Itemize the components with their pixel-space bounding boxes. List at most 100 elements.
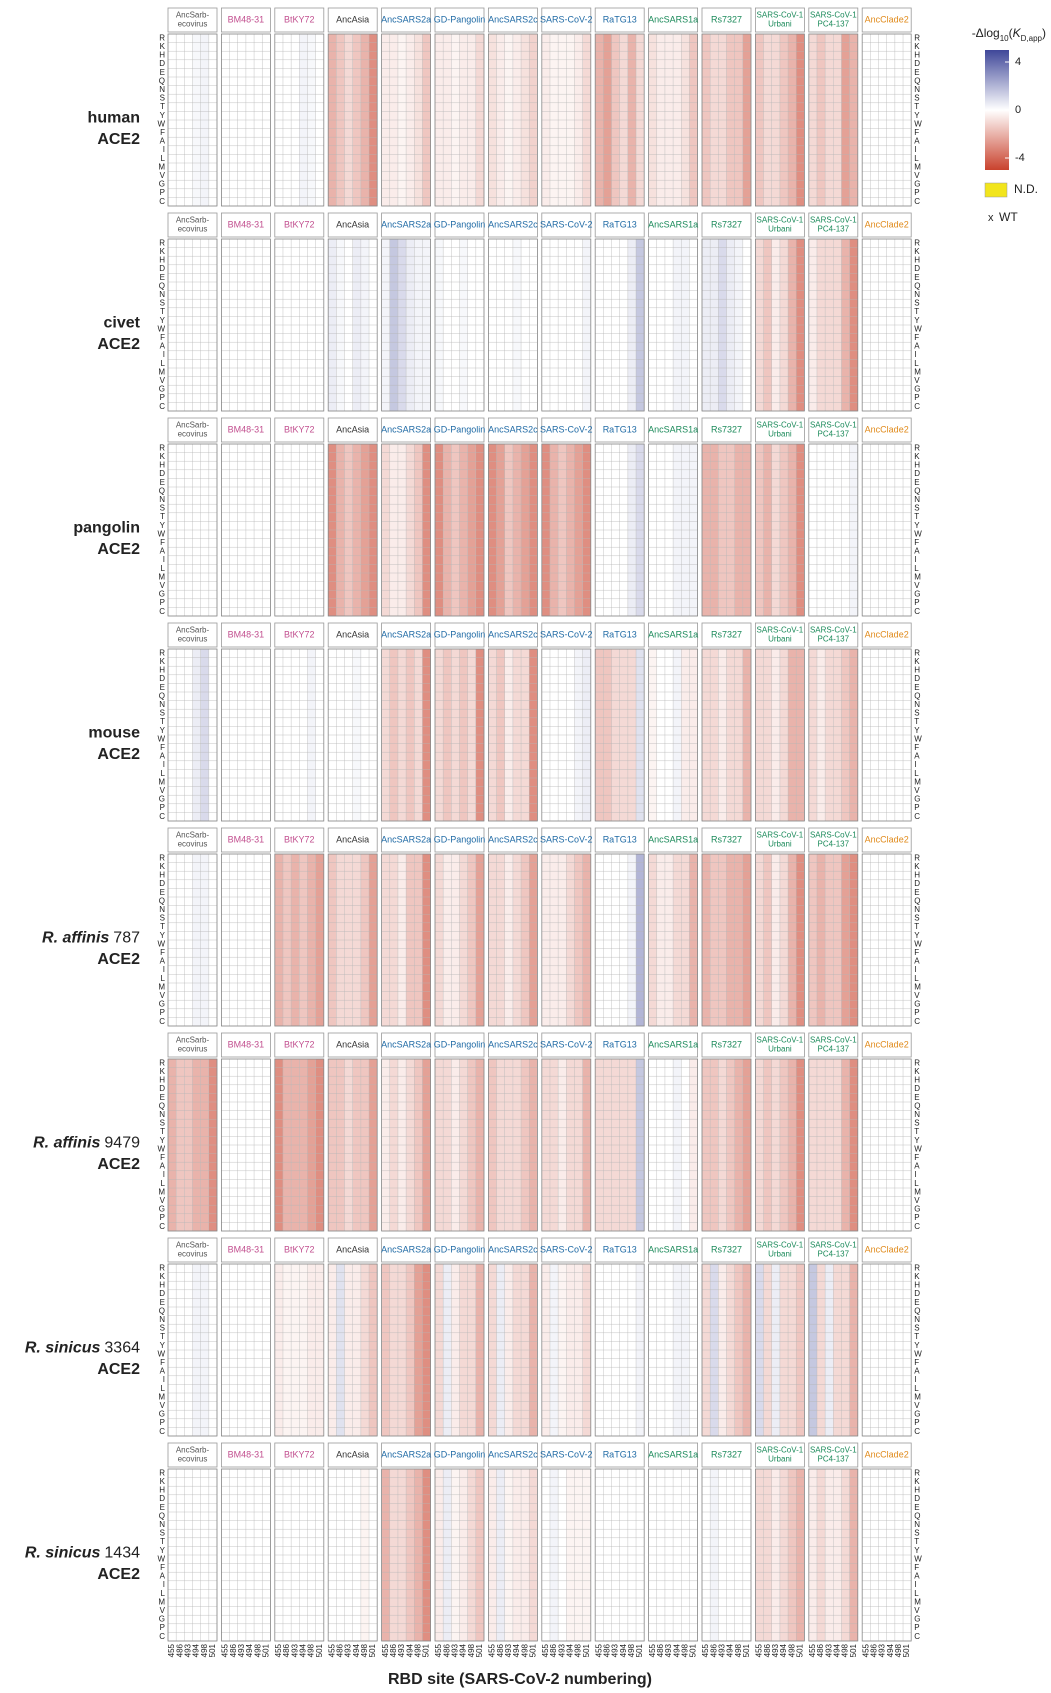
cell-grid bbox=[542, 239, 591, 411]
strain-label: AncSARS2c bbox=[488, 1039, 538, 1049]
strain-label: RaTG13 bbox=[603, 424, 637, 434]
site-tick-label: 501 bbox=[528, 1643, 537, 1657]
site-tick-label: 501 bbox=[208, 1643, 217, 1657]
cell-grid bbox=[702, 649, 751, 821]
cell-grid bbox=[328, 649, 377, 821]
cell-grid bbox=[275, 1264, 324, 1436]
strain-label: Rs7327 bbox=[711, 424, 742, 434]
strain-label: AncSARS2c bbox=[488, 424, 538, 434]
strain-label: SARS-CoV-2 bbox=[540, 1039, 593, 1049]
strain-label: AncSarb- bbox=[176, 11, 210, 20]
cell-grid bbox=[168, 1059, 217, 1231]
cell-grid bbox=[435, 1264, 484, 1436]
strain-label: SARS-CoV-1 bbox=[810, 11, 857, 20]
strain-label: BM48-31 bbox=[228, 629, 265, 639]
cell-grid bbox=[755, 649, 804, 821]
cell-grid bbox=[595, 34, 644, 206]
strain-label: SARS-CoV-1 bbox=[810, 831, 857, 840]
strain-label: Rs7327 bbox=[711, 14, 742, 24]
site-tick-label: 501 bbox=[368, 1643, 377, 1657]
strain-label: AncSARS2c bbox=[488, 629, 538, 639]
receptor-id: 3364 bbox=[104, 1340, 140, 1357]
strain-label: Rs7327 bbox=[711, 219, 742, 229]
strain-label: RaTG13 bbox=[603, 1449, 637, 1459]
amino-acid-label: C bbox=[159, 812, 165, 821]
receptor-species: R. affinis bbox=[42, 930, 109, 947]
cell-grid bbox=[542, 854, 591, 1026]
strain-label: BM48-31 bbox=[228, 1244, 265, 1254]
strain-label: SARS-CoV-1 bbox=[757, 216, 804, 225]
cell-grid bbox=[382, 239, 431, 411]
cell-grid bbox=[275, 649, 324, 821]
cell-grid bbox=[435, 854, 484, 1026]
site-tick-label: 501 bbox=[689, 1643, 698, 1657]
strain-label: SARS-CoV-2 bbox=[540, 424, 593, 434]
strain-label: RaTG13 bbox=[603, 834, 637, 844]
site-tick-label: 501 bbox=[582, 1643, 591, 1657]
strain-label: RaTG13 bbox=[603, 219, 637, 229]
strain-label: Urbani bbox=[768, 20, 792, 29]
cell-grid bbox=[542, 1469, 591, 1641]
cell-grid bbox=[275, 239, 324, 411]
receptor-species: human bbox=[88, 110, 140, 127]
cell-grid bbox=[862, 34, 911, 206]
strain-label: SARS-CoV-2 bbox=[540, 834, 593, 844]
strain-label: BtKY72 bbox=[284, 629, 315, 639]
amino-acid-label: C bbox=[914, 402, 920, 411]
strain-label: AncSarb- bbox=[176, 831, 210, 840]
cell-grid bbox=[328, 854, 377, 1026]
strain-label: BM48-31 bbox=[228, 834, 265, 844]
amino-acid-label: C bbox=[914, 1017, 920, 1026]
cell-grid bbox=[755, 1469, 804, 1641]
cell-grid bbox=[542, 444, 591, 616]
receptor-name: mouse bbox=[88, 725, 140, 742]
site-tick-label: 501 bbox=[315, 1643, 324, 1657]
cell-grid bbox=[435, 1059, 484, 1231]
site-tick-label: 501 bbox=[475, 1643, 484, 1657]
strain-label: AncSARS2c bbox=[488, 1449, 538, 1459]
cell-grid bbox=[862, 444, 911, 616]
cell-grid bbox=[649, 1264, 698, 1436]
strain-label: AncSARS1a bbox=[648, 1039, 698, 1049]
strain-label: Rs7327 bbox=[711, 1039, 742, 1049]
cell-grid bbox=[435, 34, 484, 206]
strain-label: Urbani bbox=[768, 1455, 792, 1464]
strain-label: AncClade2 bbox=[865, 14, 909, 24]
amino-acid-label: C bbox=[914, 812, 920, 821]
cell-grid bbox=[328, 1469, 377, 1641]
cell-grid bbox=[221, 854, 270, 1026]
strain-label: GD-Pangolin bbox=[434, 1449, 486, 1459]
strain-label: AncSARS2a bbox=[381, 629, 431, 639]
strain-label: ecovirus bbox=[178, 225, 208, 234]
receptor-name: R. sinicus3364 bbox=[25, 1340, 140, 1357]
cell-grid bbox=[488, 239, 537, 411]
cell-grid bbox=[488, 1469, 537, 1641]
strain-label: AncSARS2c bbox=[488, 219, 538, 229]
cell-grid bbox=[221, 1264, 270, 1436]
cell-grid bbox=[382, 1469, 431, 1641]
nd-label: N.D. bbox=[1014, 182, 1038, 196]
strain-label: SARS-CoV-1 bbox=[757, 11, 804, 20]
strain-label: Urbani bbox=[768, 1045, 792, 1054]
colorbar-title-part: D,app bbox=[1021, 34, 1043, 43]
receptor-id: 1434 bbox=[104, 1545, 140, 1562]
strain-label: BM48-31 bbox=[228, 219, 265, 229]
strain-label: Urbani bbox=[768, 635, 792, 644]
site-tick-label: 501 bbox=[795, 1643, 804, 1657]
wt-symbol: x bbox=[988, 212, 994, 224]
cell-grid bbox=[809, 1469, 858, 1641]
cell-grid bbox=[328, 444, 377, 616]
receptor-suffix: ACE2 bbox=[97, 336, 140, 353]
cell-grid bbox=[862, 239, 911, 411]
colorbar-tick-label: 4 bbox=[1015, 56, 1021, 68]
cell-grid bbox=[488, 1264, 537, 1436]
strain-label: AncSarb- bbox=[176, 216, 210, 225]
cell-grid bbox=[382, 444, 431, 616]
cell-grid bbox=[595, 444, 644, 616]
strain-label: AncClade2 bbox=[865, 1244, 909, 1254]
cell-grid bbox=[702, 444, 751, 616]
cell-grid bbox=[862, 854, 911, 1026]
cell-grid bbox=[221, 239, 270, 411]
strain-label: SARS-CoV-1 bbox=[757, 626, 804, 635]
cell-grid bbox=[382, 649, 431, 821]
